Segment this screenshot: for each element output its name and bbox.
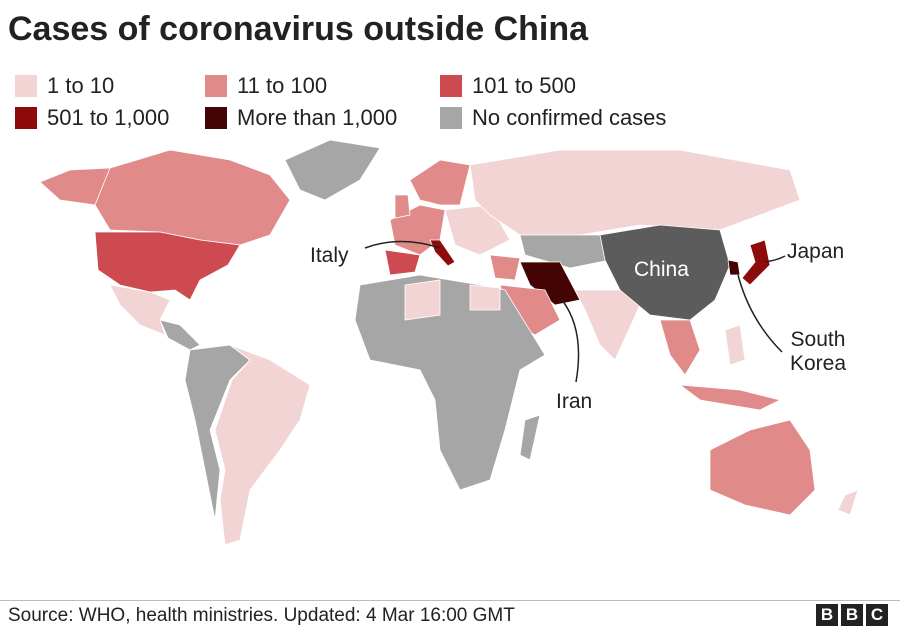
legend-swatch — [205, 75, 227, 97]
russia — [469, 149, 801, 236]
algeria — [404, 279, 441, 321]
legend-swatch — [440, 107, 462, 129]
scandinavia — [409, 159, 471, 206]
greenland — [284, 139, 381, 201]
korea-leader — [737, 274, 783, 353]
logo: B B C — [816, 604, 888, 626]
south-korea — [727, 259, 741, 276]
china — [599, 224, 731, 321]
indonesia — [678, 384, 782, 411]
australia — [709, 419, 816, 516]
logo-letter: B — [841, 604, 863, 626]
divider — [0, 600, 900, 601]
legend-swatch — [15, 107, 37, 129]
country-label: China — [634, 258, 689, 281]
brazil-argentina — [214, 344, 311, 546]
southeast-asia — [659, 319, 701, 376]
uk — [394, 194, 411, 219]
country-label: South Korea — [789, 328, 847, 375]
spain — [384, 249, 421, 276]
country-label: Japan — [787, 240, 845, 263]
country-label: Italy — [310, 244, 349, 267]
legend-item: 501 to 1,000 — [15, 105, 169, 131]
title: Cases of coronavirus outside China — [8, 10, 589, 48]
italy-leader — [364, 240, 441, 249]
logo-letter: B — [816, 604, 838, 626]
legend-label: 101 to 500 — [472, 73, 576, 98]
japan-leader — [764, 255, 786, 263]
legend-swatch — [440, 75, 462, 97]
india — [574, 289, 641, 361]
legend-label: 11 to 100 — [237, 73, 328, 98]
legend-swatch — [15, 75, 37, 97]
iran-leader — [561, 299, 580, 383]
legend-swatch — [205, 107, 227, 129]
legend-item: 11 to 100 — [205, 73, 327, 99]
madagascar — [519, 414, 541, 461]
usa — [94, 231, 241, 301]
map — [39, 139, 859, 546]
legend-item: 101 to 500 — [440, 73, 576, 99]
iran — [519, 261, 581, 306]
legend-item: More than 1,000 — [205, 105, 397, 131]
legend-label: 501 to 1,000 — [47, 105, 170, 130]
mexico — [109, 284, 171, 336]
legend-label: 1 to 10 — [47, 73, 115, 98]
egypt — [469, 284, 501, 311]
legend-item: 1 to 10 — [15, 73, 114, 99]
canada — [94, 149, 291, 246]
country-label: Iran — [556, 390, 593, 413]
leader-lines — [364, 240, 786, 383]
legend-item: No confirmed cases — [440, 105, 666, 131]
new-zealand — [837, 489, 859, 516]
japan — [741, 239, 771, 286]
logo-letter: C — [866, 604, 888, 626]
philippines — [724, 324, 746, 366]
source: Source: WHO, health ministries. Updated:… — [8, 605, 515, 626]
italy — [429, 239, 456, 267]
legend-label: More than 1,000 — [237, 105, 398, 130]
central-asia — [519, 234, 611, 269]
turkey-region — [489, 254, 521, 281]
central-america — [159, 319, 201, 351]
legend-label: No confirmed cases — [472, 105, 667, 130]
